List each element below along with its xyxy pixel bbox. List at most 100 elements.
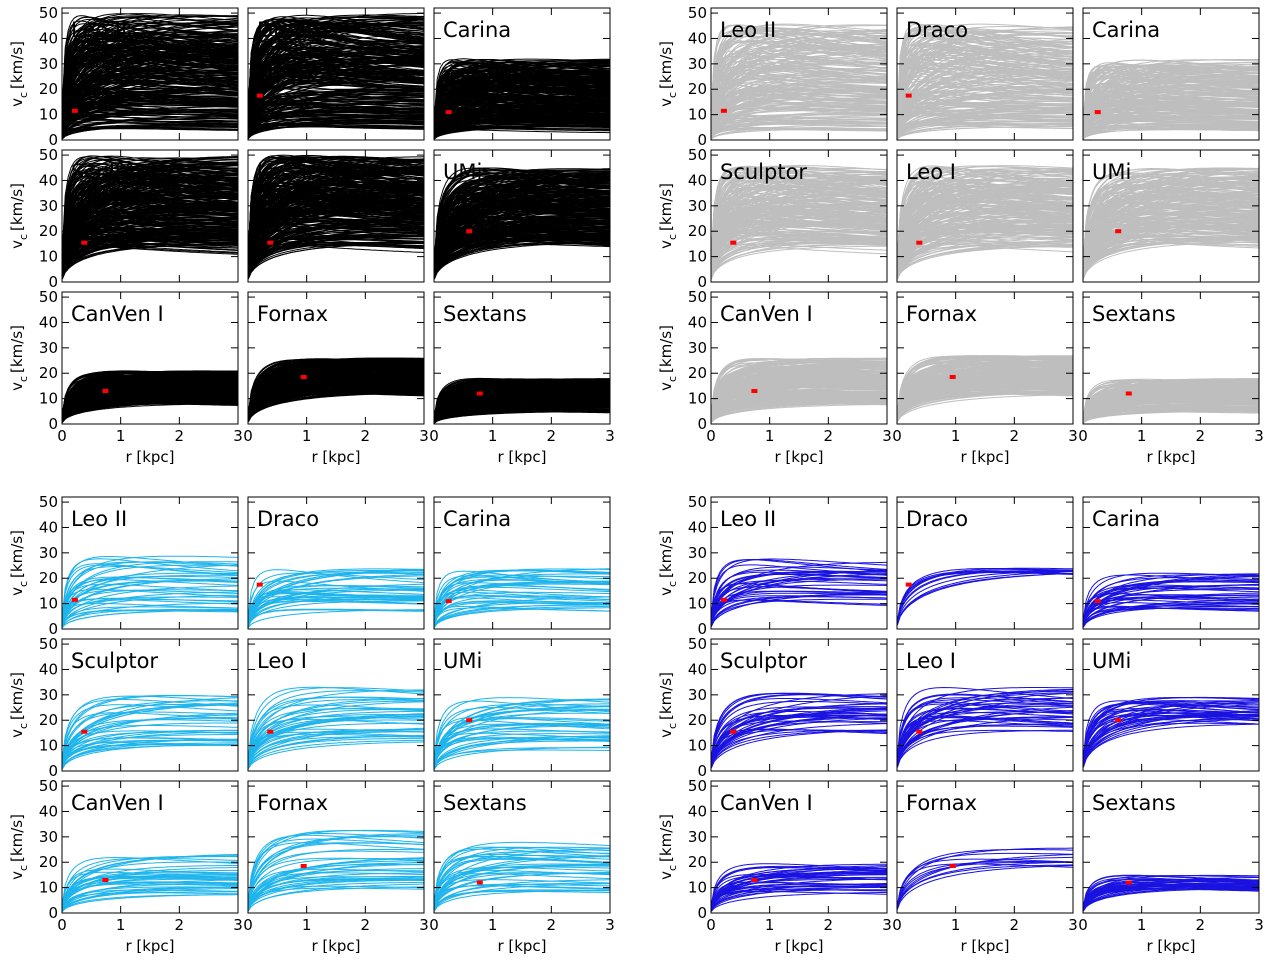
y-tick-label: 10 [688,106,707,124]
observed-marker [730,241,736,245]
observed-marker [916,241,922,245]
rotation-curve [1083,239,1259,276]
x-tick-label: 3 [233,427,243,445]
panel-title: Leo II [720,18,776,42]
curve-set [1083,168,1259,279]
x-axis-label: r [kpc] [125,448,174,466]
y-tick-label: 10 [688,390,707,408]
x-tick-label: 0 [429,427,439,445]
y-tick-label: 20 [39,222,58,240]
x-axis-label: r [kpc] [311,448,360,466]
panel-title: CanVen I [71,302,164,326]
panel-sextans: Sextans 0 1 2 3 r [kpc] [429,292,615,466]
x-tick-label: 3 [419,427,429,445]
x-tick-label: 0 [243,427,253,445]
rotation-curve [711,243,887,277]
y-tick-label: 20 [39,80,58,98]
y-tick-label: 40 [688,313,707,331]
y-tick-label: 30 [688,55,707,73]
y-axis-label: vc[km/s] [657,325,679,391]
y-tick-label: 20 [39,364,58,382]
rotation-curve [434,244,610,279]
y-tick-label: 30 [688,339,707,357]
curve-set [434,59,610,139]
observed-marker [906,94,912,98]
y-tick-label: 30 [688,197,707,215]
x-tick-label: 1 [488,427,498,445]
observed-marker [301,375,307,379]
panel-title: CanVen I [720,302,813,326]
observed-marker [1115,229,1121,233]
x-tick-label: 3 [605,427,615,445]
y-tick-label: 20 [688,80,707,98]
observed-marker [950,375,956,379]
y-tick-label: 20 [688,364,707,382]
y-tick-label: 50 [39,4,58,22]
y-tick-label: 50 [39,288,58,306]
x-axis-label: r [kpc] [497,448,546,466]
panel-title: Sculptor [720,160,807,184]
rotation-curve [248,393,424,420]
panel-title: Sextans [443,302,527,326]
y-tick-label: 30 [39,197,58,215]
panel-draco: Draco [248,8,424,140]
curve-set [897,356,1073,422]
observed-marker [477,392,483,396]
curve-set [434,378,610,423]
y-axis-label: vc[km/s] [657,183,679,249]
panel-leo-i: Leo I [897,150,1073,282]
panel-leo-i: Leo I [248,150,424,282]
panel-title: Leo I [257,160,307,184]
y-tick-label: 10 [39,248,58,266]
x-tick-label: 0 [892,427,902,445]
observed-marker [102,389,108,393]
observed-marker [446,110,452,114]
x-axis-label: r [kpc] [774,448,823,466]
rotation-curve [1083,130,1259,139]
y-tick-label: 40 [688,171,707,189]
y-axis-label: vc[km/s] [8,41,30,107]
panel-title: Sculptor [71,160,158,184]
x-tick-label: 2 [547,427,557,445]
y-tick-label: 50 [688,146,707,164]
panel-title: UMi [443,160,482,184]
panel-title: Fornax [257,302,328,326]
curve-set [248,358,424,422]
panel-carina: Carina [434,8,610,140]
y-axis-label: vc[km/s] [8,325,30,391]
y-tick-label: 10 [39,106,58,124]
curve-set [1083,60,1259,140]
y-tick-label: 40 [688,29,707,47]
y-tick-label: 50 [39,146,58,164]
y-axis-label: vc[km/s] [657,41,679,107]
x-tick-label: 2 [361,427,371,445]
observed-marker [1095,110,1101,114]
panel-title: Carina [443,18,511,42]
y-tick-label: 20 [688,222,707,240]
x-tick-label: 0 [57,427,67,445]
panel-draco: Draco [897,8,1073,140]
y-tick-label: 50 [688,4,707,22]
panel-title: Leo I [906,160,956,184]
x-tick-label: 1 [116,427,126,445]
x-tick-label: 1 [765,427,775,445]
panel-title: UMi [1092,160,1131,184]
panel-title: Draco [906,18,968,42]
y-tick-label: 10 [39,390,58,408]
panel-carina: Carina [1083,8,1259,140]
panel-title: Carina [1092,18,1160,42]
x-tick-label: 2 [824,427,834,445]
curve-set [1083,379,1259,423]
curve-set [434,168,610,279]
x-tick-label: 0 [706,427,716,445]
